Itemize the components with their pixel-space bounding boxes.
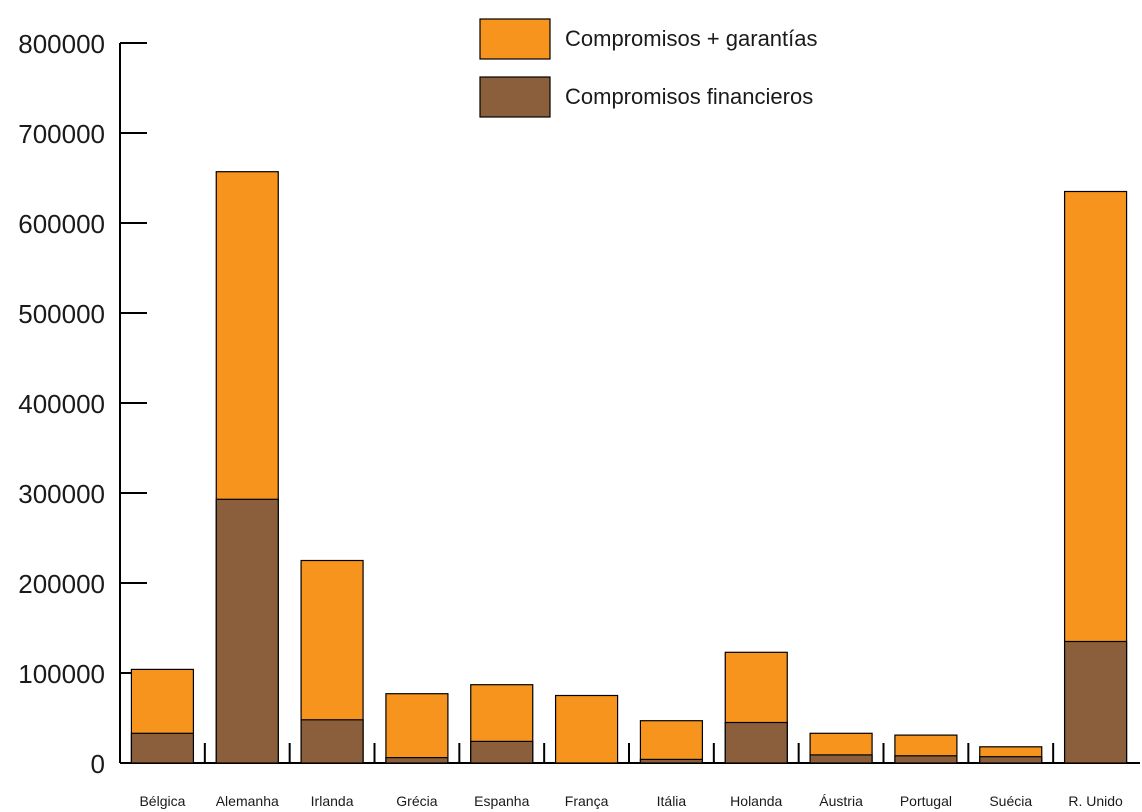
x-category-label: R. Unido [1068, 793, 1123, 809]
y-tick-label: 500000 [18, 299, 105, 329]
x-category-label: Alemanha [216, 793, 279, 809]
x-category-label: Portugal [900, 793, 952, 809]
bar-compromisos-financieros [809, 754, 873, 764]
bar-group [470, 684, 534, 764]
bar-group [809, 732, 873, 764]
bar-group [1063, 190, 1128, 764]
x-category-label: França [565, 793, 609, 809]
y-tick-label: 100000 [18, 659, 105, 689]
bar-compromisos-financieros [894, 755, 958, 764]
legend-label: Compromisos financieros [565, 84, 813, 109]
bar-compromisos-financieros [300, 719, 364, 764]
legend-item: Compromisos financieros [479, 76, 813, 118]
legend-swatch [479, 76, 551, 118]
x-category-label: Espanha [474, 793, 529, 809]
y-tick-label: 600000 [18, 209, 105, 239]
y-tick-label: 300000 [18, 479, 105, 509]
bar-group [979, 746, 1043, 764]
bar-compromisos-financieros [979, 756, 1043, 764]
legend-label: Compromisos + garantías [565, 26, 818, 51]
bar-compromisos-financieros [215, 498, 279, 764]
bar-compromisos-garantias [639, 720, 704, 764]
bar-group [554, 694, 619, 764]
bar-compromisos-financieros [724, 721, 788, 764]
bar-group [130, 668, 195, 764]
bar-group [724, 651, 788, 764]
legend-item: Compromisos + garantías [479, 18, 818, 60]
y-tick-label: 700000 [18, 119, 105, 149]
legend: Compromisos + garantías Compromisos finan… [479, 18, 818, 118]
bar-group [894, 734, 958, 764]
x-axis [120, 743, 1140, 764]
x-category-label: Grécia [396, 793, 437, 809]
y-tick-label: 200000 [18, 569, 105, 599]
bar-compromisos-financieros [130, 732, 195, 764]
x-category-label: Itália [657, 793, 687, 809]
bars [130, 171, 1128, 764]
y-tick-label: 0 [91, 749, 105, 779]
bar-compromisos-financieros [639, 758, 704, 764]
bar-group [639, 720, 704, 764]
x-category-label: Bélgica [139, 793, 185, 809]
y-tick-label: 800000 [18, 29, 105, 59]
legend-swatch [479, 18, 551, 60]
bar-compromisos-garantias [385, 693, 449, 764]
x-category-label: Suécia [989, 793, 1032, 809]
bar-group [300, 559, 364, 764]
x-category-label: Irlanda [311, 793, 354, 809]
category-labels: Bélgica Alemanha Irlanda Grécia Espanha Franç… [139, 793, 1123, 809]
bar-compromisos-financieros [385, 756, 449, 764]
bar-group [215, 171, 279, 764]
y-axis: 0 100000 200000 300000 400000 500000 600000 700… [18, 29, 147, 779]
bar-compromisos-garantias [554, 694, 619, 764]
y-tick-label: 400000 [18, 389, 105, 419]
x-category-label: Áustria [819, 793, 863, 809]
bar-compromisos-financieros [470, 740, 534, 764]
bar-compromisos-financieros [1063, 640, 1128, 764]
bar-group [385, 693, 449, 764]
x-category-label: Holanda [730, 793, 782, 809]
